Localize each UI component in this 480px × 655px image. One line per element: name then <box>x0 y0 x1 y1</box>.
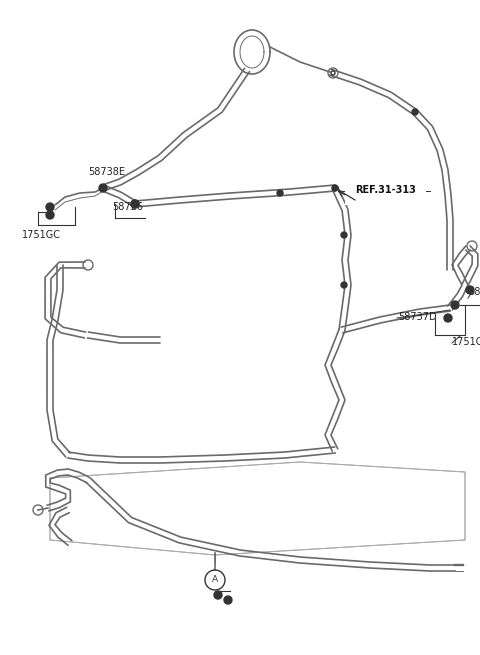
Circle shape <box>46 211 54 219</box>
Text: 1751GC: 1751GC <box>452 337 480 347</box>
Text: 1751GC: 1751GC <box>22 230 61 240</box>
Circle shape <box>224 596 232 604</box>
Text: 58726: 58726 <box>112 202 143 212</box>
Text: 58738E: 58738E <box>88 167 125 177</box>
Circle shape <box>412 109 418 115</box>
Text: REF.31-313: REF.31-313 <box>355 185 416 195</box>
Circle shape <box>332 185 338 191</box>
Text: A: A <box>212 576 218 584</box>
Text: 58726: 58726 <box>468 287 480 297</box>
Circle shape <box>277 190 283 196</box>
Circle shape <box>214 591 222 599</box>
Circle shape <box>341 232 347 238</box>
Circle shape <box>46 203 54 211</box>
Polygon shape <box>50 462 465 555</box>
Text: 58737D: 58737D <box>398 312 437 322</box>
Circle shape <box>131 200 139 208</box>
Circle shape <box>466 286 474 294</box>
Circle shape <box>331 71 335 75</box>
Circle shape <box>99 184 107 192</box>
Circle shape <box>451 301 459 309</box>
Circle shape <box>444 314 452 322</box>
Circle shape <box>341 282 347 288</box>
Circle shape <box>131 200 139 208</box>
